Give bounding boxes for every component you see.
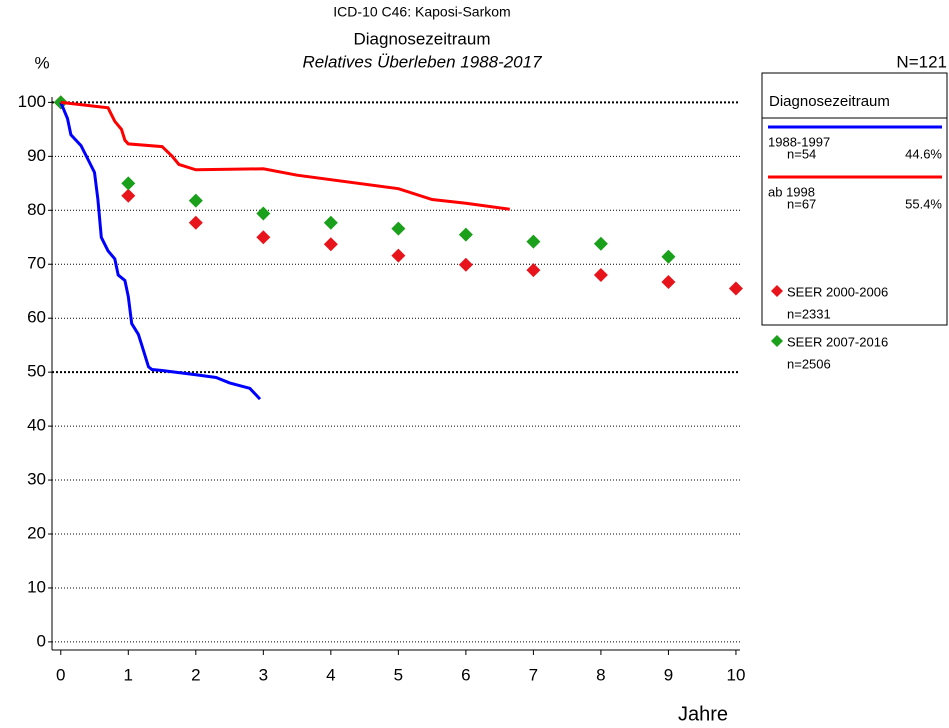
survival-line [60,100,510,211]
x-tick-label: 2 [191,665,200,684]
x-tick-label: 0 [56,665,65,684]
marker [593,236,608,251]
marker [661,275,676,290]
legend-label: ab 1998 [768,184,815,199]
marker [391,248,406,263]
legend-share: 44.6% [905,146,942,161]
x-tick-label: 10 [726,665,745,684]
y-tick-label: 20 [27,523,46,542]
y-tick-label: 10 [27,577,46,596]
marker [526,263,541,278]
y-tick-label: 80 [27,200,46,219]
marker [593,268,608,283]
marker [458,257,473,272]
y-axis-label: % [34,53,49,72]
legend-label: 1988-1997 [768,134,830,149]
x-tick-label: 6 [461,665,470,684]
marker [526,234,541,249]
x-tick-label: 7 [529,665,538,684]
legend-label: SEER 2007-2016 [787,334,888,349]
x-tick-label: 5 [394,665,403,684]
legend-count: n=2506 [787,356,831,371]
marker [188,193,203,208]
x-tick-label: 1 [124,665,133,684]
x-tick-label: 8 [596,665,605,684]
marker [458,227,473,242]
y-tick-label: 30 [27,470,46,489]
marker [256,230,271,245]
chart-title: ICD-10 C46: Kaposi-Sarkom [333,4,510,20]
legend-count: n=67 [787,196,816,211]
chart-subtitle: Relatives Überleben 1988-2017 [302,52,542,71]
marker [53,95,68,110]
y-tick-label: 40 [27,416,46,435]
marker [323,215,338,230]
marker [188,215,203,230]
marker [121,176,136,191]
survival-line [59,101,262,401]
x-axis-label: Jahre [678,703,728,725]
marker [661,249,676,264]
x-tick-label: 4 [326,665,335,684]
marker [323,237,338,252]
legend-swatch [771,285,783,297]
y-tick-label: 100 [18,92,46,111]
marker [121,188,136,203]
marker [728,281,743,296]
x-tick-label: 3 [259,665,268,684]
legend-swatch [771,335,783,347]
marker [256,206,271,221]
legend-title: Diagnosezeitraum [769,93,890,110]
legend-box [761,72,948,326]
y-tick-label: 70 [27,254,46,273]
chart-subtitle: Diagnosezeitraum [353,29,490,48]
x-tick-label: 9 [664,665,673,684]
legend-count: n=54 [787,146,816,161]
marker [391,221,406,236]
legend-label: SEER 2000-2006 [787,284,888,299]
total-count: N=121 [896,52,947,71]
y-tick-label: 90 [27,146,46,165]
y-tick-label: 0 [37,631,46,650]
legend-count: n=2331 [787,306,831,321]
y-tick-label: 60 [27,308,46,327]
legend-share: 55.4% [905,196,942,211]
y-tick-label: 50 [27,362,46,381]
